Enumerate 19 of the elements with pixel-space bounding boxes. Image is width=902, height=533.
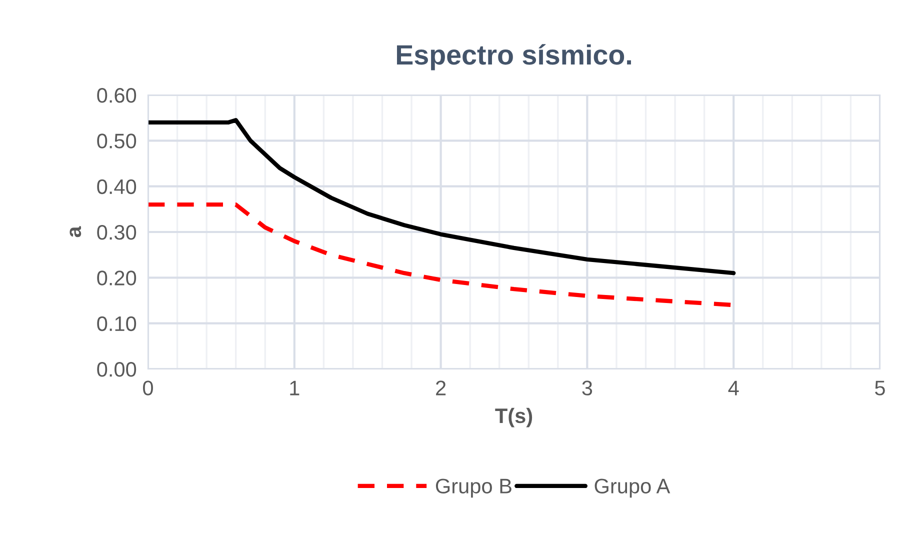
x-tick-label: 4 (728, 380, 739, 396)
y-tick-label: 0.60 (97, 88, 136, 103)
y-tick-label: 0.10 (97, 316, 136, 332)
y-tick-label: 0.40 (97, 179, 136, 194)
legend-label: Grupo A (594, 478, 670, 498)
y-tick-label: 0.00 (97, 362, 136, 377)
y-tick-label: 0.50 (97, 134, 136, 148)
x-tick-label: 0 (143, 380, 153, 396)
y-tick-label: 0.20 (97, 270, 136, 286)
x-tick-label: 1 (290, 380, 300, 396)
x-axis-title: T(s) (495, 408, 532, 428)
y-axis-title: a (70, 226, 82, 238)
x-tick-label: 3 (582, 380, 592, 396)
y-tick-label: 0.30 (97, 225, 136, 240)
x-tick-label: 2 (436, 380, 446, 396)
chart-title: Espectro sísmico. (396, 44, 631, 70)
x-tick-label: 5 (875, 380, 885, 396)
line-series (148, 118, 736, 276)
legend-label: Grupo B (436, 478, 512, 498)
